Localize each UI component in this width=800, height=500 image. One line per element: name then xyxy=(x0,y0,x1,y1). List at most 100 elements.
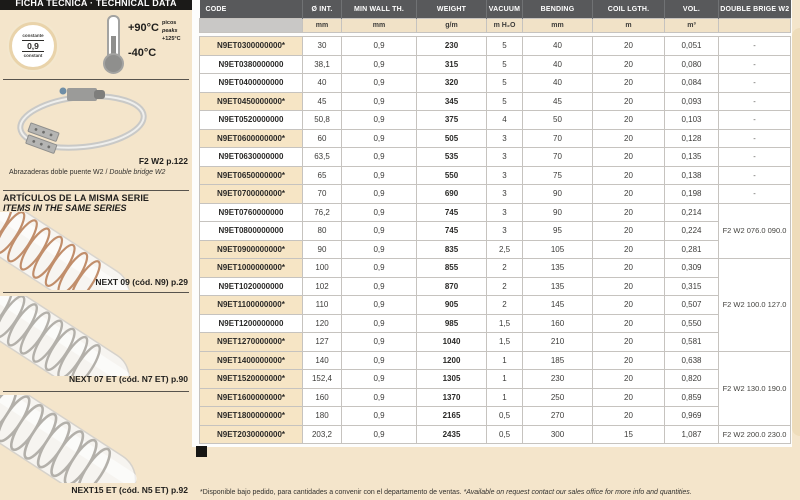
column-header-bending: BENDING xyxy=(522,0,593,19)
column-header-coil-lgth-: COIL LGTH. xyxy=(592,0,665,19)
clamp-image xyxy=(6,84,158,156)
value-cell: 1,5 xyxy=(486,313,523,333)
badge-label-es: constante xyxy=(22,33,44,39)
value-cell: 120 xyxy=(302,313,342,333)
double-bridge-cell: - xyxy=(718,184,791,204)
value-cell: 0,214 xyxy=(664,202,719,222)
value-cell: 20 xyxy=(592,406,665,426)
double-bridge-cell: - xyxy=(718,165,791,185)
peaks-value: +125°C xyxy=(162,35,181,42)
value-cell: 20 xyxy=(592,73,665,93)
value-cell: 20 xyxy=(592,184,665,204)
value-cell: 4 xyxy=(486,110,523,130)
value-cell: 70 xyxy=(302,184,342,204)
value-cell: 20 xyxy=(592,295,665,315)
value-cell: 70 xyxy=(522,128,593,148)
value-cell: 0,638 xyxy=(664,350,719,370)
value-cell: 15 xyxy=(592,424,665,444)
value-cell: 45 xyxy=(522,91,593,111)
temperature-peaks: picos peaks +125°C xyxy=(162,20,181,44)
value-cell: 0,9 xyxy=(341,239,417,259)
table-row: N9ET0800000000 80 0,9 745 3 95 20 0,224 xyxy=(199,221,791,241)
unit-cell: m H₂O xyxy=(486,18,523,33)
value-cell: 76,2 xyxy=(302,202,342,222)
peaks-label-en: peaks xyxy=(162,27,178,34)
value-cell: 0,581 xyxy=(664,332,719,352)
thermometer-bulb-icon xyxy=(103,53,124,74)
column-header-vol-: VOL. xyxy=(664,0,719,19)
value-cell: 3 xyxy=(486,184,523,204)
double-bridge-cell: - xyxy=(718,73,791,93)
table-row: N9ET0630000000 63,5 0,9 535 3 70 20 0,135- xyxy=(199,147,791,167)
table-row: N9ET0450000000* 45 0,9 345 5 45 20 0,093- xyxy=(199,91,791,111)
value-cell: 203,2 xyxy=(302,424,342,444)
value-cell: 105 xyxy=(522,239,593,259)
value-cell: 70 xyxy=(522,147,593,167)
series-item-next-09: NEXT 09 (cód. N9) p.29 xyxy=(95,277,188,287)
value-cell: 0,9 xyxy=(341,295,417,315)
double-bridge-cell: - xyxy=(718,147,791,167)
code-cell: N9ET1200000000 xyxy=(199,313,303,333)
table-row: N9ET1400000000* 140 0,9 1200 1 185 20 0,638 F2 W… xyxy=(199,350,791,426)
value-cell: 20 xyxy=(592,369,665,389)
value-cell: 745 xyxy=(416,221,487,241)
double-bridge-cell: F2 W2 076.0 090.0 xyxy=(718,202,791,259)
value-cell: 20 xyxy=(592,202,665,222)
value-cell: 140 xyxy=(302,350,342,370)
value-cell: 1,5 xyxy=(486,332,523,352)
value-cell: 0,9 xyxy=(341,350,417,370)
code-cell: N9ET1270000000* xyxy=(199,332,303,352)
value-cell: 0,135 xyxy=(664,147,719,167)
value-cell: 0,9 xyxy=(341,332,417,352)
unit-cell: mm xyxy=(522,18,593,33)
value-cell: 60 xyxy=(302,128,342,148)
code-cell: N9ET0900000000* xyxy=(199,239,303,259)
double-bridge-cell: F2 W2 100.0 127.0 xyxy=(718,258,791,352)
value-cell: 0,9 xyxy=(341,165,417,185)
table-row: N9ET0520000000 50,8 0,9 375 4 50 20 0,103- xyxy=(199,110,791,130)
series-item-next-15-et: NEXT15 ET (cód. N5 ET) p.92 xyxy=(71,485,188,495)
value-cell: 0,9 xyxy=(341,36,417,56)
value-cell: 45 xyxy=(302,91,342,111)
column-header-min-wall-th-: MIN WALL TH. xyxy=(341,0,417,19)
temperature-min: -40°C xyxy=(128,47,157,59)
value-cell: 5 xyxy=(486,73,523,93)
series-heading-es: ARTÍCULOS DE LA MISMA SERIE xyxy=(3,193,150,203)
hose-image-next-15-et xyxy=(0,395,137,483)
value-cell: 1 xyxy=(486,350,523,370)
table-row: N9ET1270000000* 127 0,9 1040 1,5 210 20 0,581 xyxy=(199,332,791,352)
value-cell: 320 xyxy=(416,73,487,93)
divider xyxy=(3,292,189,293)
column-header-vacuum: VACUUM xyxy=(486,0,523,19)
footnote: *Disponible bajo pedido, para cantidades… xyxy=(200,489,692,496)
value-cell: 855 xyxy=(416,258,487,278)
code-cell: N9ET0760000000 xyxy=(199,202,303,222)
value-cell: 0,224 xyxy=(664,221,719,241)
table-row: N9ET2030000000* 203,2 0,9 2435 0,5 300 15 1,087… xyxy=(199,424,791,444)
code-cell: N9ET0800000000 xyxy=(199,221,303,241)
value-cell: 550 xyxy=(416,165,487,185)
value-cell: 40 xyxy=(522,54,593,74)
value-cell: 0,9 xyxy=(341,202,417,222)
code-cell: N9ET0520000000 xyxy=(199,110,303,130)
value-cell: 0,128 xyxy=(664,128,719,148)
value-cell: 0,198 xyxy=(664,184,719,204)
section-title: FICHA TÉCNICA · TECHNICAL DATA xyxy=(15,0,177,8)
value-cell: 20 xyxy=(592,350,665,370)
value-cell: 65 xyxy=(302,165,342,185)
value-cell: 1370 xyxy=(416,387,487,407)
value-cell: 0,9 xyxy=(341,147,417,167)
clamp-reference: F2 W2 p.122 xyxy=(138,156,188,166)
value-cell: 1,087 xyxy=(664,424,719,444)
value-cell: 110 xyxy=(302,295,342,315)
value-cell: 2435 xyxy=(416,424,487,444)
value-cell: 20 xyxy=(592,147,665,167)
unit-cell: g/m xyxy=(416,18,487,33)
temperature-max: +90°C xyxy=(128,22,160,34)
value-cell: 127 xyxy=(302,332,342,352)
value-cell: 160 xyxy=(302,387,342,407)
value-cell: 3 xyxy=(486,221,523,241)
value-cell: 250 xyxy=(522,387,593,407)
footnote-en: *Available on request contact our sales … xyxy=(463,489,692,496)
table-row: N9ET1000000000* 100 0,9 855 2 135 20 0,309 F2 W2… xyxy=(199,258,791,352)
